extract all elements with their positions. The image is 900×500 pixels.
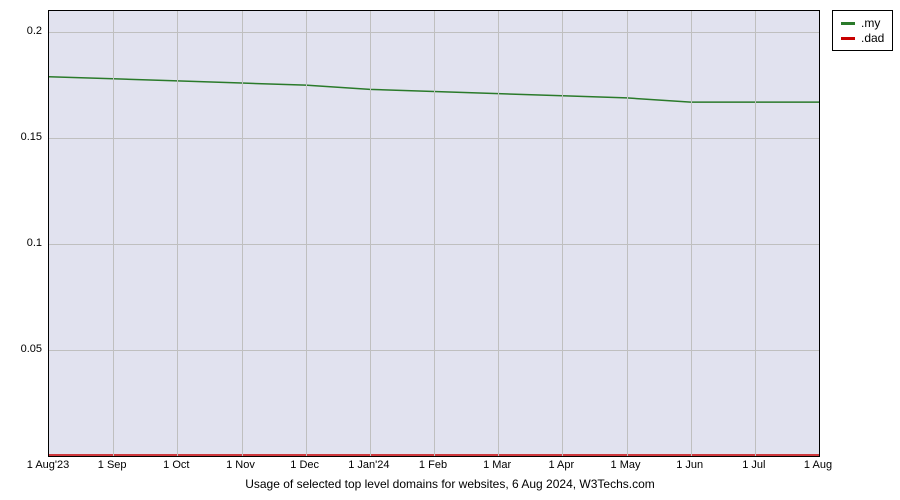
legend-swatch — [841, 37, 855, 40]
chart-caption: Usage of selected top level domains for … — [0, 477, 900, 491]
gridline-vertical — [306, 11, 307, 456]
legend-label: .dad — [861, 31, 884, 45]
legend: .my.dad — [832, 10, 893, 51]
legend-item: .my — [841, 16, 884, 30]
chart-container: .my.dad Usage of selected top level doma… — [0, 0, 900, 500]
legend-swatch — [841, 22, 855, 25]
xtick-label: 1 Sep — [98, 459, 127, 471]
gridline-vertical — [113, 11, 114, 456]
xtick-label: 1 Jul — [742, 459, 765, 471]
xtick-label: 1 Oct — [163, 459, 189, 471]
gridline-vertical — [498, 11, 499, 456]
xtick-label: 1 Jun — [676, 459, 703, 471]
ytick-label: 0.05 — [0, 343, 42, 355]
xtick-label: 1 May — [611, 459, 641, 471]
xtick-label: 1 Mar — [483, 459, 511, 471]
gridline-vertical — [177, 11, 178, 456]
gridline-vertical — [691, 11, 692, 456]
ytick-label: 0.15 — [0, 131, 42, 143]
legend-label: .my — [861, 16, 880, 30]
gridline-vertical — [434, 11, 435, 456]
xtick-label: 1 Dec — [290, 459, 319, 471]
ytick-label: 0.2 — [0, 25, 42, 37]
xtick-label: 1 Nov — [226, 459, 255, 471]
xtick-label: 1 Aug — [804, 459, 832, 471]
gridline-vertical — [627, 11, 628, 456]
xtick-label: 1 Jan'24 — [348, 459, 389, 471]
gridline-vertical — [562, 11, 563, 456]
plot-area — [48, 10, 820, 457]
gridline-vertical — [242, 11, 243, 456]
xtick-label: 1 Aug'23 — [27, 459, 69, 471]
xtick-label: 1 Apr — [548, 459, 574, 471]
gridline-vertical — [370, 11, 371, 456]
legend-item: .dad — [841, 31, 884, 45]
gridline-vertical — [755, 11, 756, 456]
xtick-label: 1 Feb — [419, 459, 447, 471]
ytick-label: 0.1 — [0, 237, 42, 249]
